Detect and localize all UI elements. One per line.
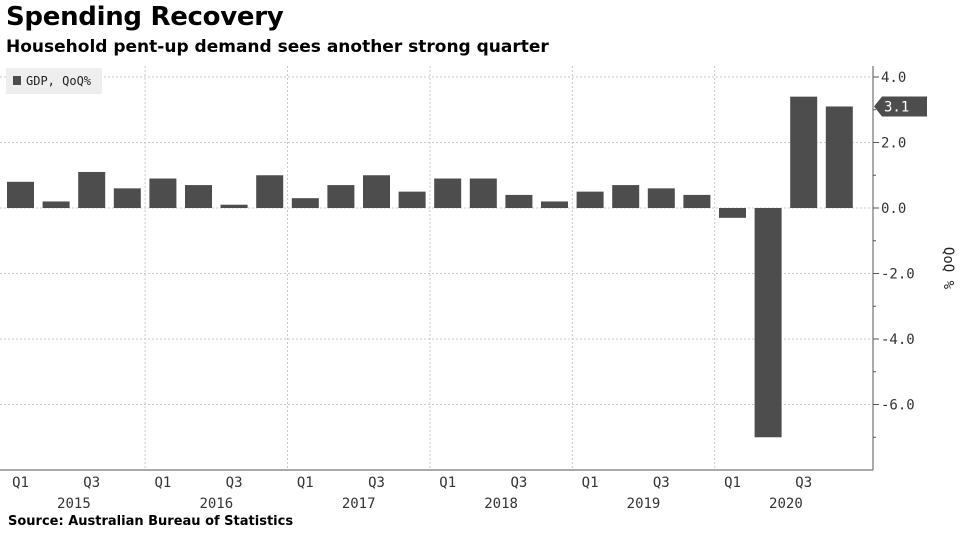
y-tick-label: -6.0 — [881, 398, 915, 414]
legend-box — [6, 68, 102, 94]
x-quarter-label: Q1 — [297, 475, 314, 491]
x-year-label: 2016 — [199, 496, 233, 512]
bar-2016-q4 — [256, 175, 284, 208]
source-note: Source: Australian Bureau of Statistics — [8, 514, 294, 529]
y-axis: 4.0 2.0 0.0 -2.0 -4.0 -6.0 QoQ % 3.1 — [872, 66, 956, 470]
bar-2015-q2 — [42, 201, 70, 208]
x-year-label: 2020 — [769, 496, 803, 512]
bar-2016-q3 — [220, 204, 248, 208]
x-quarter-label: Q3 — [510, 475, 527, 491]
bar-2020-q1 — [719, 208, 746, 218]
x-year-label: 2018 — [484, 496, 518, 512]
x-quarter-label: Q3 — [83, 475, 100, 491]
y-tick-label: 4.0 — [881, 70, 906, 86]
bar-2019-q2 — [612, 185, 640, 208]
x-quarter-label: Q1 — [154, 475, 171, 491]
bar-2018-q1 — [434, 178, 462, 208]
x-quarter-label: Q3 — [795, 475, 812, 491]
x-axis-labels: Q1 Q3 Q1 Q3 Q1 Q3 Q1 Q3 Q1 Q3 Q1 Q3 2015 2016 2017 2018… — [0, 469, 873, 512]
bar-2015-q4 — [113, 188, 141, 208]
y-tick-label: 0.0 — [881, 201, 906, 217]
y-tick-label: -2.0 — [881, 267, 915, 283]
x-quarter-label: Q3 — [368, 475, 385, 491]
bar-2016-q1 — [149, 178, 177, 208]
bars — [7, 96, 853, 438]
chart-subtitle: Household pent-up demand sees another st… — [6, 37, 549, 57]
bar-2016-q2 — [185, 185, 212, 208]
legend-label: GDP, QoQ% — [26, 74, 92, 88]
bar-2017-q4 — [398, 191, 426, 208]
legend: GDP, QoQ% — [6, 68, 102, 94]
x-year-label: 2017 — [342, 496, 376, 512]
last-value-marker — [874, 96, 927, 117]
bar-2017-q3 — [363, 175, 390, 208]
bar-2015-q1 — [7, 181, 34, 208]
bar-2019-q1 — [576, 191, 604, 208]
legend-swatch — [13, 76, 21, 85]
x-year-label: 2019 — [627, 496, 661, 512]
bar-2017-q2 — [327, 185, 355, 208]
bar-2020-q3 — [790, 96, 818, 208]
chart-title: Spending Recovery — [6, 2, 284, 32]
bar-2018-q3 — [505, 194, 533, 208]
x-year-label: 2015 — [57, 496, 91, 512]
last-value-label: 3.1 — [884, 99, 909, 115]
x-quarter-label: Q1 — [439, 475, 456, 491]
y-tick-label: -4.0 — [881, 332, 915, 348]
x-quarter-label: Q3 — [226, 475, 243, 491]
bar-2020-q2 — [754, 208, 782, 438]
bar-2019-q4 — [683, 194, 711, 208]
x-quarter-label: Q1 — [582, 475, 599, 491]
bar-2017-q1 — [291, 198, 319, 208]
x-quarter-label: Q1 — [724, 475, 741, 491]
grid-lines — [0, 66, 870, 470]
y-tick-label: 2.0 — [881, 136, 906, 152]
bar-2018-q4 — [541, 201, 568, 208]
x-quarter-label: Q1 — [12, 475, 29, 491]
y-axis-label: QoQ % — [940, 247, 956, 290]
x-quarter-label: Q3 — [653, 475, 670, 491]
bar-2018-q2 — [469, 178, 497, 208]
bar-2015-q3 — [78, 171, 106, 208]
bar-2019-q3 — [647, 188, 675, 208]
bar-2020-q4 — [825, 106, 853, 208]
